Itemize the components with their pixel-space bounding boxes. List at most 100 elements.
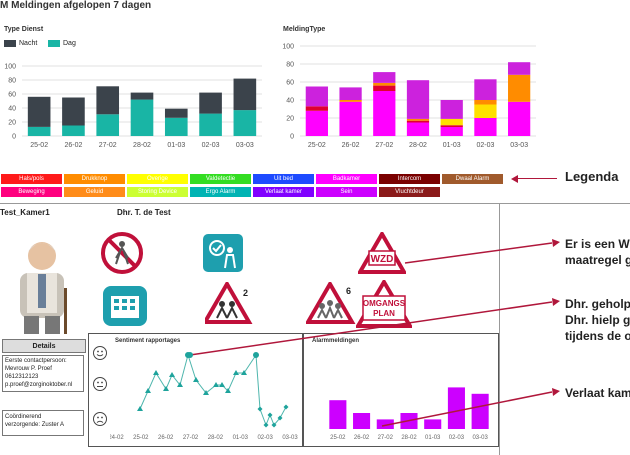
y-tick-label: 60 [286, 80, 294, 87]
y-tick-label: 0 [290, 134, 294, 141]
chart-alarmmeldingen: 25-02 26-02 27-02 28-02 01-03 02-03 03-03 [329, 387, 489, 441]
legend-row-1: Hals/pols Drukknop Overige Valdetectie Uit b… [0, 173, 504, 185]
coordinator-box: Coördinerend verzorgende: Zuster A [2, 410, 84, 436]
callout-3: Verlaat kam [565, 385, 630, 401]
contact-line-4: p.proef@zorginoktober.nl [5, 382, 73, 388]
legend-row1-chip-0: Hals/pols [0, 173, 63, 185]
x-tick-label: 03-03 [510, 142, 528, 149]
legend-dag: Dag [48, 40, 76, 47]
y-tick-label: 100 [4, 64, 16, 71]
bar-dag [27, 126, 51, 136]
wzd-warning-icon: WZD [358, 232, 406, 274]
sentiment-point [153, 370, 159, 375]
legend-nacht: Nacht [4, 40, 37, 47]
contact-line-3: 0612312123 [5, 374, 39, 380]
x-tick-label: 02-03 [476, 142, 494, 149]
bar-badkamer [406, 122, 430, 136]
coordinator-line-1: Coördinerend [5, 414, 42, 420]
keypad-icon [103, 286, 147, 326]
x-tick-label: 03-03 [472, 435, 488, 441]
chart-type-dienst: 0 20 40 60 80 100 25-02 26-02 27-02 28-02 01-03 02-… [4, 64, 262, 149]
badge-6: 6 [346, 286, 351, 296]
x-tick-label: 27-02 [99, 142, 117, 149]
x-tick-label: 28-02 [133, 142, 151, 149]
bar-badkamer [474, 118, 497, 136]
sad-face-icon [93, 412, 107, 426]
bar-sein [373, 72, 396, 83]
alarm-bar [329, 400, 347, 429]
x-tick-label: 26-02 [158, 435, 174, 441]
x-tick-label: 01-03 [167, 142, 185, 149]
sentiment-point [263, 422, 269, 428]
sentiment-line [139, 353, 287, 427]
chart-meldingtype: 0 20 40 60 80 100 25-02 26-02 27-02 28-02 01-03 02-… [282, 44, 536, 149]
x-tick-label: 01-03 [443, 142, 461, 149]
y-tick-label: 100 [282, 44, 294, 51]
bar-nacht [27, 96, 51, 127]
bar-nacht [199, 92, 222, 114]
alarm-bar [471, 393, 489, 429]
omgangs-line-1: OMGANGS [363, 299, 406, 308]
legend-row2-chip-5: Sein [315, 186, 378, 198]
x-tick-label: 28-02 [401, 435, 417, 441]
x-tick-label: 02-03 [257, 435, 273, 441]
x-tick-label: 27-02 [183, 435, 199, 441]
alarm-bar [424, 419, 442, 429]
bar-sein [406, 80, 430, 119]
y-tick-label: 80 [8, 78, 16, 85]
bar-overige [474, 104, 497, 118]
contact-line-1: Eerste contactpersoon: [5, 358, 67, 364]
legend-arrow-head [511, 175, 518, 183]
bar-sein [440, 100, 463, 119]
bar-badkamer [508, 101, 531, 136]
bar-halspols [406, 120, 430, 123]
bar-dag [130, 99, 154, 136]
contact-box: Eerste contactpersoon: Mevrouw P. Proef … [2, 355, 84, 392]
sentiment-point [203, 390, 209, 395]
sentiment-point [267, 412, 273, 418]
bar-drukknop [339, 100, 362, 102]
coordinator-line-2: verzorgende: Zuster A [5, 422, 65, 428]
legend-row1-chip-2: Overige [126, 173, 189, 185]
bar-sein [339, 87, 362, 100]
x-tick-label: 28-02 [208, 435, 224, 441]
x-tick-label: 25-02 [30, 142, 48, 149]
x-tick-label: 26-02 [64, 142, 82, 149]
x-tick-label: 03-03 [236, 142, 254, 149]
sentiment-point [233, 370, 239, 375]
legend-row1-chip-4: Uit bed [252, 173, 315, 185]
bar-dag [62, 125, 85, 136]
avatar [20, 242, 67, 334]
bar-sein [508, 62, 531, 75]
callout-1-line-2: maatregel g [565, 253, 630, 267]
x-tick-label: 25-02 [330, 435, 346, 441]
badge-2: 2 [243, 288, 248, 298]
bar-sein [474, 79, 497, 100]
x-tick-label: 26-02 [342, 142, 360, 149]
divider-horizontal [0, 203, 630, 204]
alarm-bar [447, 387, 465, 429]
y-tick-label: 0 [12, 134, 16, 141]
legend-row2-chip-0: Beweging [0, 186, 63, 198]
legend-row1-chip-1: Drukknop [63, 173, 126, 185]
bar-badkamer [339, 101, 362, 136]
details-button[interactable]: Details [2, 339, 86, 353]
omgangsplan-icon: OMGANGS PLAN [356, 280, 412, 328]
x-tick-label: 27-02 [378, 435, 394, 441]
bar-halspols [440, 125, 463, 127]
y-tick-label: 20 [286, 116, 294, 123]
x-tick-label: 01-03 [425, 435, 441, 441]
bar-drukknop [373, 82, 396, 86]
bar-dag [199, 113, 222, 136]
resident-name: Dhr. T. de Test [117, 208, 171, 217]
two-caregivers-icon: 2 [205, 282, 253, 324]
bar-nacht [62, 97, 85, 126]
bar-dag [233, 110, 257, 136]
x-tick-label: 01-03 [233, 435, 249, 441]
room-label: Test_Kamer1 [0, 208, 50, 217]
bar-badkamer [373, 91, 396, 136]
bar-dag [96, 114, 120, 136]
contact-line-2: Mevrouw P. Proef [5, 366, 52, 372]
x-tick-label: 26-02 [354, 435, 370, 441]
x-tick-label: 25-02 [133, 435, 149, 441]
